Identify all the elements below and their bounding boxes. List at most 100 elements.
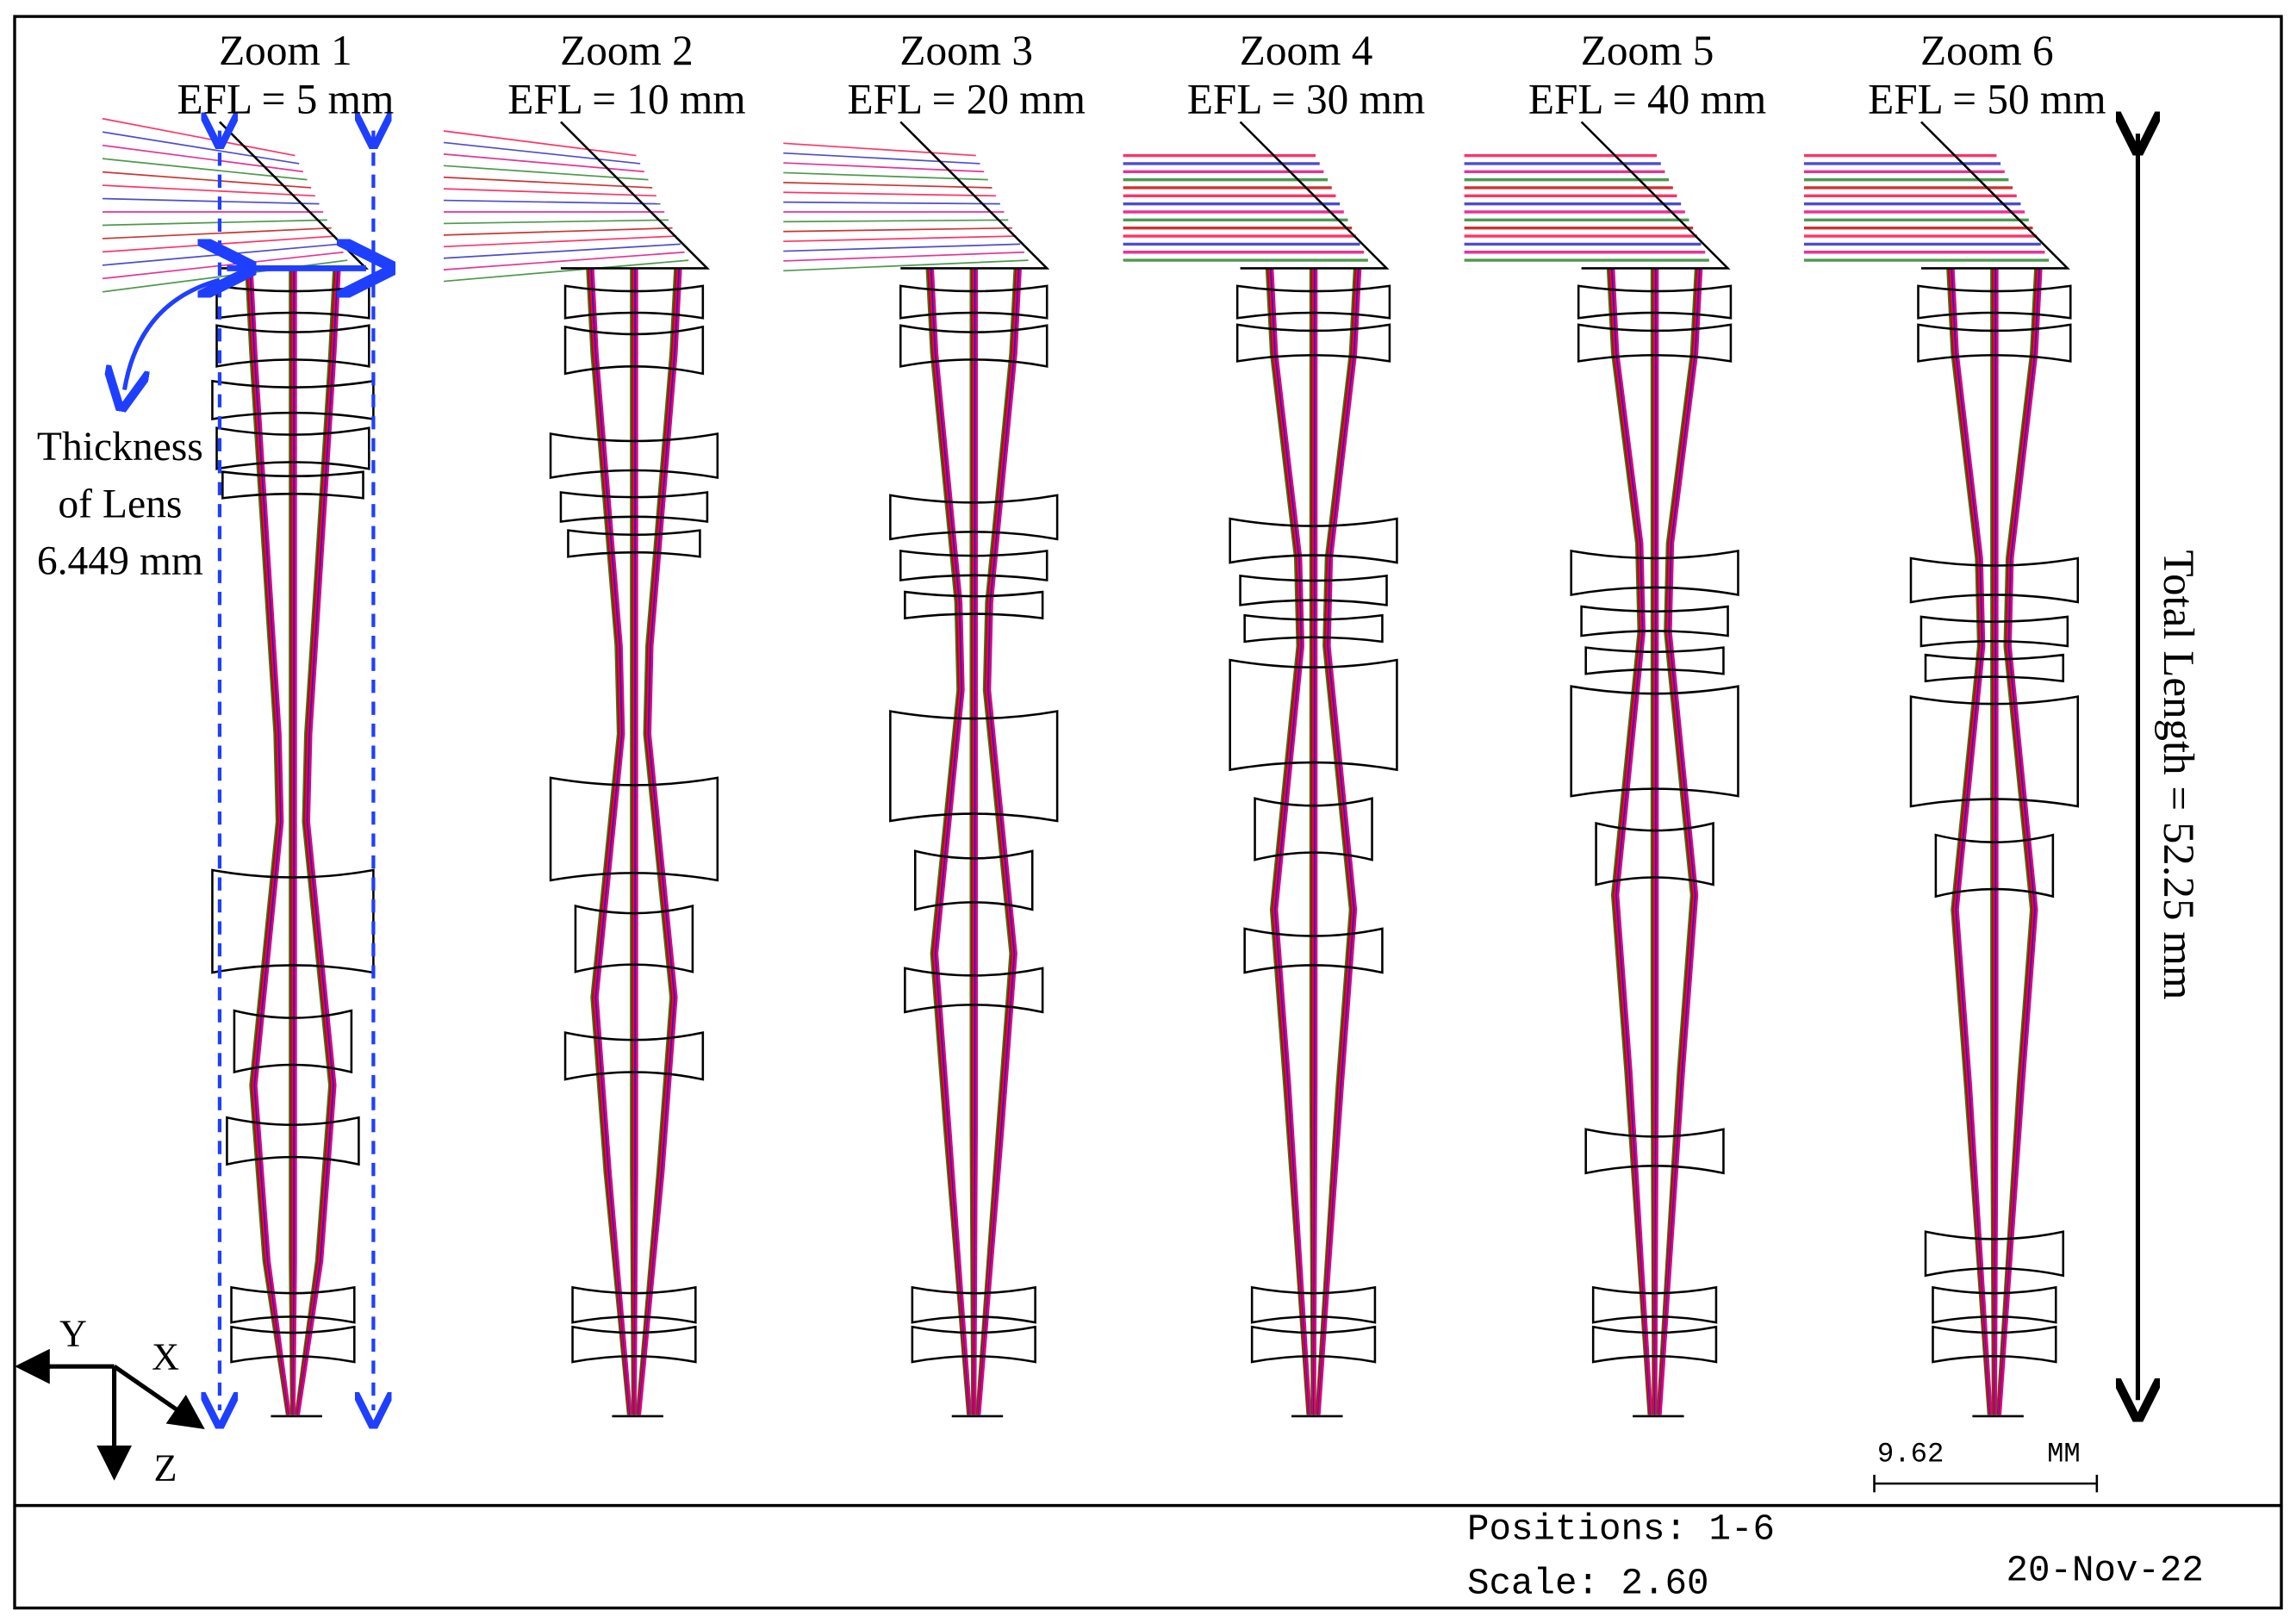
lens xyxy=(1570,685,1739,798)
ray xyxy=(292,268,296,1415)
input-ray xyxy=(102,171,312,189)
ray xyxy=(1947,268,1991,1415)
prism xyxy=(1580,121,1731,270)
ray xyxy=(635,268,676,1415)
ray xyxy=(633,268,637,1415)
lens xyxy=(1591,1325,1718,1364)
ray xyxy=(1949,268,1992,1415)
thickness-curve-arrow xyxy=(124,277,221,389)
ray xyxy=(1317,268,1362,1415)
lens xyxy=(559,491,709,523)
ray xyxy=(1317,268,1360,1415)
lens xyxy=(1595,821,1714,886)
ray xyxy=(1266,268,1310,1415)
lens xyxy=(563,284,705,320)
ray xyxy=(249,268,291,1415)
lens xyxy=(889,494,1059,541)
zoom-title: Zoom 1 xyxy=(219,27,352,74)
lens xyxy=(549,776,719,882)
lens xyxy=(1920,615,2069,648)
positions-text: Positions: 1-6 xyxy=(1467,1509,1775,1551)
prism xyxy=(1239,121,1390,270)
lens xyxy=(1917,323,2072,363)
ray xyxy=(289,268,294,1415)
zoom-title: Zoom 2 xyxy=(560,27,694,74)
x-axis-arrow xyxy=(113,1365,205,1429)
lens xyxy=(1932,1325,2057,1364)
ray xyxy=(637,268,680,1415)
input-ray xyxy=(443,227,673,236)
input-ray xyxy=(783,227,1012,233)
ray xyxy=(931,268,973,1415)
thickness-label: Thickness xyxy=(37,425,203,469)
lens xyxy=(1229,658,1398,772)
lens xyxy=(904,967,1044,1014)
input-ray xyxy=(783,142,976,157)
lens xyxy=(1250,1325,1377,1364)
lens xyxy=(1584,1128,1725,1175)
lens xyxy=(899,324,1048,368)
input-ray xyxy=(783,259,1029,272)
input-ray xyxy=(443,141,641,165)
zoom-efl: EFL = 20 mm xyxy=(848,75,1086,122)
input-ray xyxy=(102,227,332,239)
prism xyxy=(1920,121,2070,270)
lens xyxy=(571,1325,697,1364)
input-ray xyxy=(443,188,656,197)
ray xyxy=(1265,268,1310,1415)
input-ray xyxy=(443,243,681,259)
input-ray xyxy=(783,171,988,181)
z-axis-label: Z xyxy=(154,1447,177,1489)
ray xyxy=(978,268,1022,1415)
scale-text: Scale: 2.60 xyxy=(1467,1564,1708,1605)
input-ray xyxy=(443,259,689,283)
lens xyxy=(904,590,1044,620)
lens xyxy=(1229,517,1398,564)
ray xyxy=(1994,268,1997,1415)
input-ray xyxy=(783,251,1024,262)
lens xyxy=(1250,1285,1377,1324)
ray xyxy=(245,268,289,1415)
input-ray xyxy=(783,219,1009,223)
input-ray xyxy=(102,158,308,181)
ray xyxy=(1951,268,1992,1415)
input-ray xyxy=(783,152,980,165)
lens xyxy=(567,529,701,558)
lens xyxy=(1243,927,1384,974)
lens xyxy=(1932,1285,2057,1324)
input-ray xyxy=(783,162,985,173)
prism xyxy=(899,121,1050,270)
frame xyxy=(13,15,2283,1610)
lens xyxy=(563,1031,705,1081)
input-ray xyxy=(443,235,677,248)
ray xyxy=(630,268,634,1415)
lens xyxy=(1239,574,1388,606)
ray xyxy=(295,268,337,1415)
ray xyxy=(1316,268,1359,1415)
ray xyxy=(975,268,1017,1415)
lens xyxy=(1577,323,1733,363)
lens xyxy=(563,325,705,376)
ray xyxy=(1996,268,2038,1415)
ray xyxy=(1946,268,1990,1415)
ray xyxy=(296,268,339,1415)
ray xyxy=(1995,268,2037,1415)
ray xyxy=(247,268,290,1415)
zoom-efl: EFL = 50 mm xyxy=(1868,75,2106,122)
ray xyxy=(971,268,974,1415)
input-ray xyxy=(102,197,320,205)
input-ray xyxy=(443,130,637,157)
zoom-efl: EFL = 30 mm xyxy=(1187,75,1425,122)
total-length-label: Total Length = 52.25 mm xyxy=(2154,550,2202,999)
lens xyxy=(1243,613,1384,644)
ray xyxy=(927,268,970,1415)
ray xyxy=(634,268,638,1415)
zoom-title: Zoom 3 xyxy=(899,27,1033,74)
lens xyxy=(1591,1285,1718,1324)
ray xyxy=(976,268,1019,1415)
lens xyxy=(1924,653,2065,683)
ray xyxy=(1313,268,1318,1415)
ray xyxy=(294,268,335,1415)
ray xyxy=(977,268,1021,1415)
